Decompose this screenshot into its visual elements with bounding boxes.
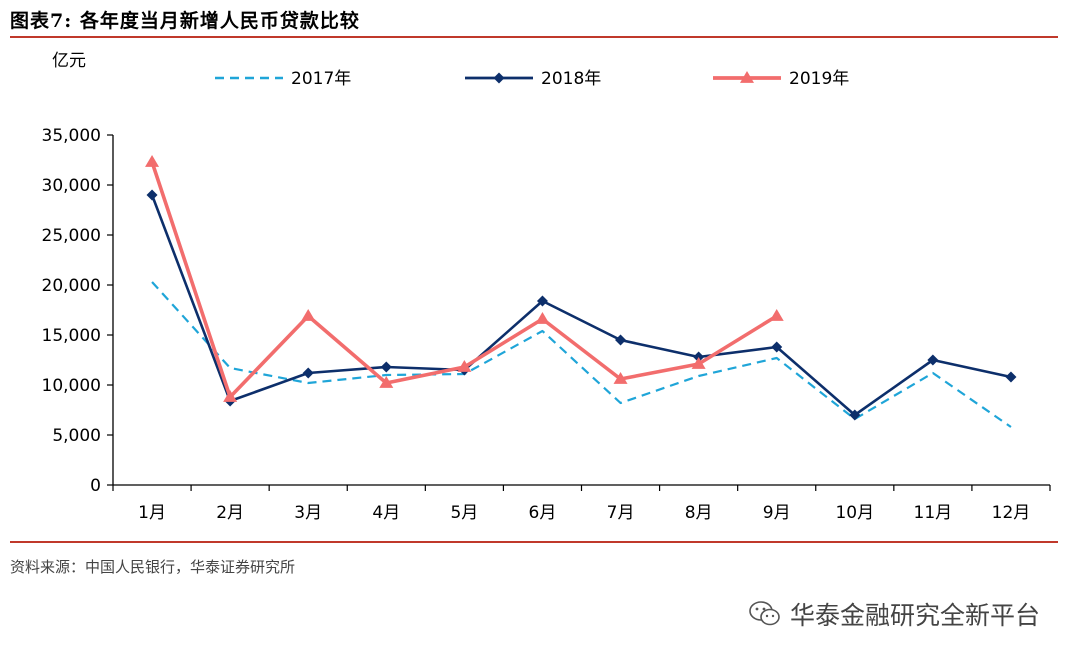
legend-label: 2017年 bbox=[291, 69, 351, 89]
x-tick-label: 12月 bbox=[992, 503, 1031, 523]
data-point-triangle bbox=[379, 376, 394, 388]
y-tick-label: 10,000 bbox=[42, 376, 101, 396]
legend-item: 2019年 bbox=[713, 69, 849, 89]
legend-item: 2018年 bbox=[465, 69, 601, 89]
y-tick-label: 30,000 bbox=[42, 176, 101, 196]
series-group bbox=[145, 155, 1017, 428]
data-point-diamond bbox=[1005, 371, 1017, 383]
series-line bbox=[151, 281, 1012, 428]
data-point-diamond bbox=[536, 295, 548, 307]
y-tick-label: 20,000 bbox=[42, 276, 101, 296]
data-point-triangle bbox=[740, 71, 754, 83]
y-tick-label: 0 bbox=[90, 476, 101, 496]
figure-title: 图表7: 各年度当月新增人民币贷款比较 bbox=[10, 10, 360, 32]
data-point-triangle bbox=[457, 360, 472, 372]
x-tick-label: 9月 bbox=[763, 503, 791, 523]
data-point-diamond bbox=[493, 72, 505, 84]
data-point-triangle bbox=[691, 357, 706, 369]
x-tick-label: 8月 bbox=[685, 503, 713, 523]
data-point-triangle bbox=[535, 312, 550, 324]
source-note: 资料来源：中国人民银行，华泰证券研究所 bbox=[10, 558, 296, 576]
data-point-diamond bbox=[615, 334, 627, 346]
x-tick-label: 4月 bbox=[372, 503, 400, 523]
bottom-rule bbox=[10, 541, 1058, 543]
x-tick-label: 6月 bbox=[529, 503, 557, 523]
data-point-diamond bbox=[927, 354, 939, 366]
x-tick-label: 11月 bbox=[914, 503, 953, 523]
x-tick-label: 5月 bbox=[450, 503, 478, 523]
y-tick-label: 5,000 bbox=[52, 426, 101, 446]
legend: 2017年 2018年 2019年 bbox=[215, 69, 849, 89]
watermark: 华泰金融研究全新平台 bbox=[748, 596, 1040, 632]
data-point-triangle bbox=[613, 372, 628, 384]
line-chart: 亿元 2017年 2018年 2019年 0 5,000 10,000 15,000 20,… bbox=[42, 51, 1051, 523]
x-tick-label: 1月 bbox=[138, 503, 166, 523]
axes: 0 5,000 10,000 15,000 20,000 25,000 30,000 35,0… bbox=[42, 126, 1051, 523]
legend-item: 2017年 bbox=[215, 69, 351, 89]
series-0 bbox=[151, 281, 1012, 428]
y-tick-label: 25,000 bbox=[42, 226, 101, 246]
x-tick-label: 3月 bbox=[294, 503, 322, 523]
series-2 bbox=[145, 155, 784, 402]
data-point-triangle bbox=[145, 155, 160, 167]
x-tick-label: 10月 bbox=[835, 503, 874, 523]
y-tick-label: 35,000 bbox=[42, 126, 101, 146]
data-point-diamond bbox=[302, 367, 314, 379]
top-rule bbox=[10, 36, 1058, 38]
wechat-icon bbox=[749, 601, 780, 626]
x-tick-label: 7月 bbox=[607, 503, 635, 523]
data-point-diamond bbox=[771, 341, 783, 353]
data-point-diamond bbox=[146, 189, 158, 201]
y-axis-unit: 亿元 bbox=[52, 51, 86, 71]
data-point-diamond bbox=[849, 409, 861, 421]
data-point-triangle bbox=[223, 390, 238, 402]
series-1 bbox=[146, 189, 1017, 421]
y-tick-label: 15,000 bbox=[42, 326, 101, 346]
data-point-diamond bbox=[380, 361, 392, 373]
data-point-triangle bbox=[301, 309, 316, 321]
x-tick-label: 2月 bbox=[216, 503, 244, 523]
series-line bbox=[150, 194, 1012, 417]
data-point-triangle bbox=[769, 309, 784, 321]
watermark-text: 华泰金融研究全新平台 bbox=[789, 601, 1040, 630]
legend-label: 2018年 bbox=[541, 69, 601, 89]
legend-label: 2019年 bbox=[789, 69, 849, 89]
